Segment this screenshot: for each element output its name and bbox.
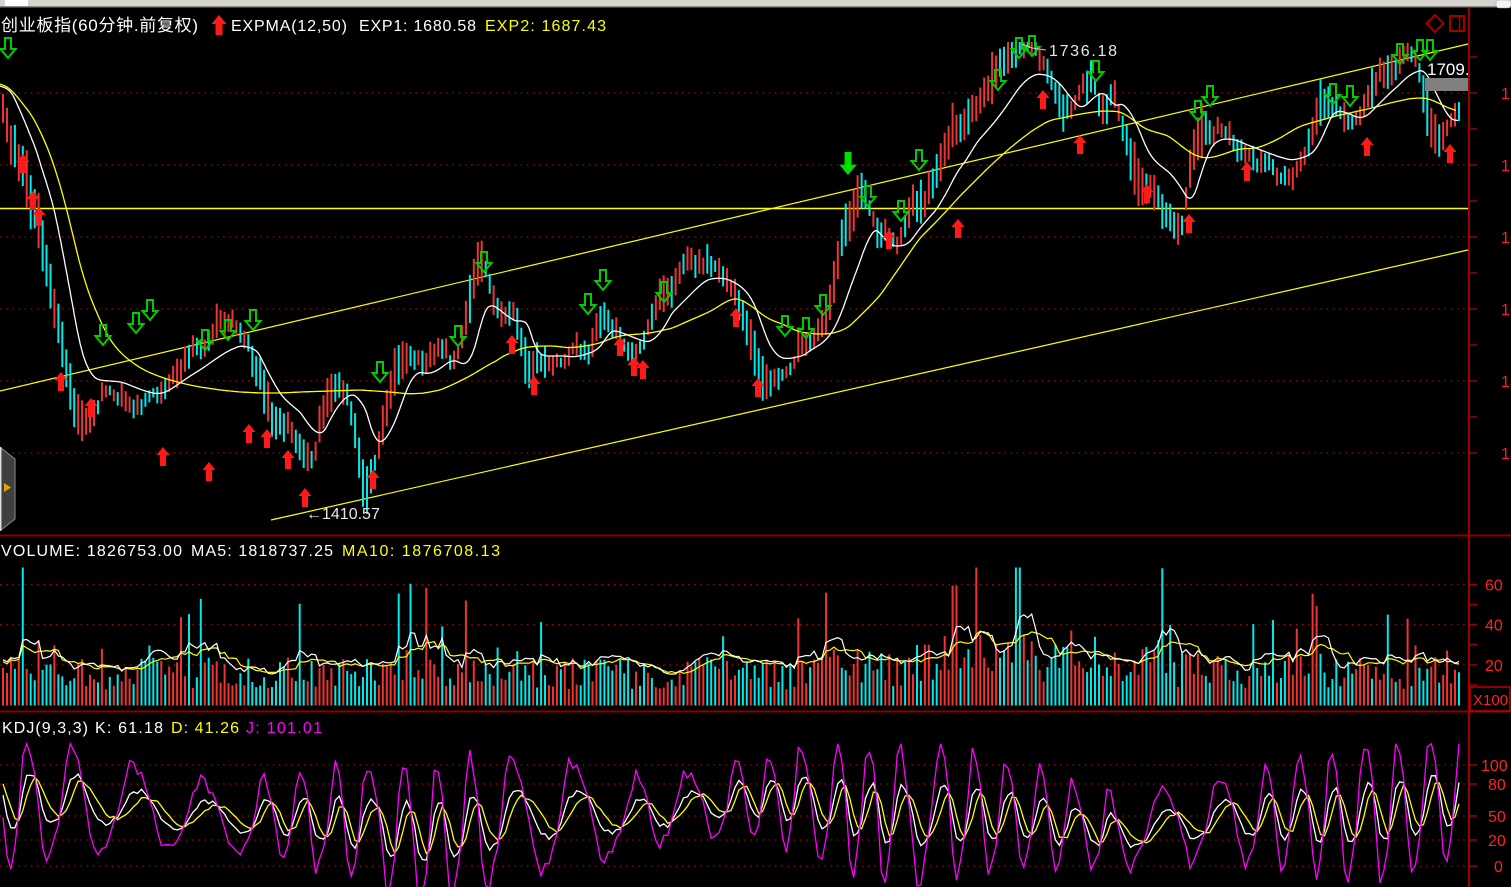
svg-text:1720: 1720: [1501, 86, 1511, 103]
svg-text:EXP1: 1680.58: EXP1: 1680.58: [359, 18, 476, 35]
svg-text:EXPMA(12,50): EXPMA(12,50): [231, 18, 347, 35]
svg-text:100: 100: [1481, 758, 1508, 775]
svg-text:40: 40: [1485, 618, 1503, 635]
svg-text:MA5: 1818737.25: MA5: 1818737.25: [191, 543, 333, 560]
svg-text:1600: 1600: [1501, 302, 1511, 319]
svg-text:VOLUME: 1826753.00: VOLUME: 1826753.00: [1, 543, 182, 560]
svg-text:60: 60: [1485, 578, 1503, 595]
svg-text:K: 61.18: K: 61.18: [95, 720, 163, 737]
svg-text:MA10: 1876708.13: MA10: 1876708.13: [342, 543, 500, 560]
svg-text:←1410.57: ←1410.57: [306, 506, 380, 523]
svg-text:20: 20: [1485, 658, 1503, 675]
svg-text:80: 80: [1488, 777, 1506, 794]
svg-text:KDJ(9,3,3): KDJ(9,3,3): [2, 720, 88, 737]
svg-text:50: 50: [1488, 809, 1506, 826]
svg-text:D: 41.26: D: 41.26: [171, 720, 239, 737]
svg-text:1560: 1560: [1501, 374, 1511, 391]
svg-text:1709.58: 1709.58: [1427, 60, 1488, 79]
svg-text:1680: 1680: [1501, 158, 1511, 175]
svg-text:1736.18: 1736.18: [1049, 43, 1117, 60]
svg-text:X100: X100: [1473, 692, 1508, 709]
svg-text:EXP2: 1687.43: EXP2: 1687.43: [485, 18, 606, 35]
svg-text:20: 20: [1488, 833, 1506, 850]
svg-text:创业板指(60分钟.前复权): 创业板指(60分钟.前复权): [1, 16, 198, 35]
svg-text:0: 0: [1494, 859, 1503, 876]
svg-text:J: 101.01: J: 101.01: [246, 720, 322, 737]
svg-text:1520: 1520: [1501, 446, 1511, 463]
svg-text:1640: 1640: [1501, 230, 1511, 247]
